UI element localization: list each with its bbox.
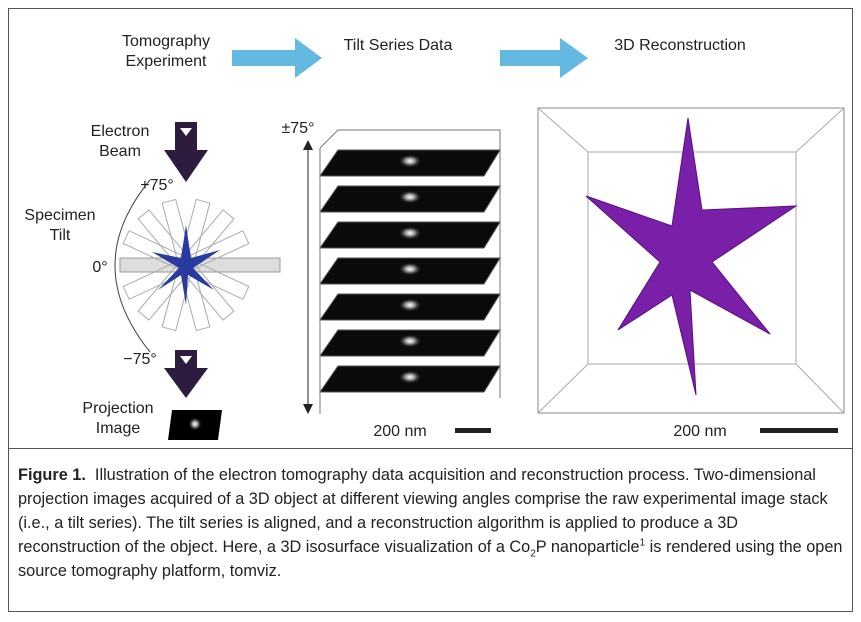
- projection-spot: [398, 190, 422, 204]
- tilt-fan: [120, 199, 280, 330]
- projection-spot: [398, 334, 422, 348]
- angle-label: +75°: [140, 177, 174, 194]
- projection-spot: [398, 226, 422, 240]
- projection-spot: [188, 417, 202, 431]
- projection-spot: [398, 370, 422, 384]
- nanoparticle: [586, 118, 796, 395]
- angle-label: 0°: [92, 259, 107, 276]
- flow-arrow: [232, 38, 322, 78]
- scale-bar: [760, 428, 838, 433]
- header: Tilt Series Data: [344, 37, 453, 54]
- arrowhead: [303, 140, 313, 150]
- arrowhead: [303, 404, 313, 414]
- angle-label: −75°: [123, 351, 157, 368]
- caption-text: P nanoparticle: [536, 538, 640, 556]
- scale-label: 200 nm: [673, 423, 726, 440]
- projection-spot: [398, 262, 422, 276]
- scale-label: 200 nm: [373, 423, 426, 440]
- projection-spot: [398, 298, 422, 312]
- scale-bar: [455, 428, 491, 433]
- angle-label: ±75°: [282, 120, 315, 137]
- projection-spot: [398, 154, 422, 168]
- caption-label: Figure 1.: [18, 466, 86, 484]
- caption: Figure 1. Illustration of the electron t…: [8, 448, 853, 612]
- flow-arrow: [500, 38, 588, 78]
- tilt-stack: [320, 130, 500, 414]
- page: TomographyExperiment Tilt Series Data 3D…: [0, 0, 861, 622]
- header: 3D Reconstruction: [614, 37, 746, 54]
